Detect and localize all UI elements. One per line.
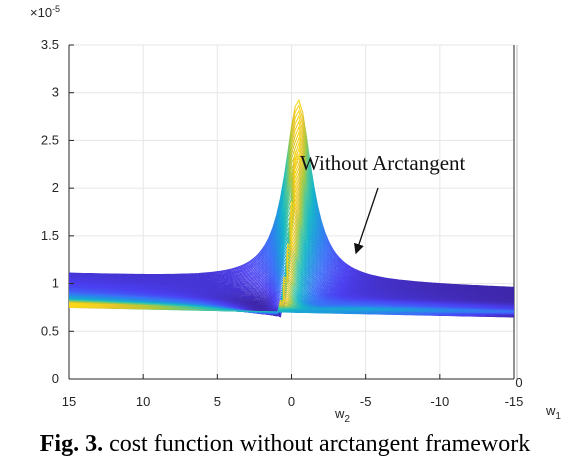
y-tick-label: 3.5 bbox=[41, 37, 59, 52]
x-tick-label: -15 bbox=[505, 394, 524, 409]
y-ticks: 0 0.5 1 1.5 2 2.5 3 3.5 bbox=[41, 37, 74, 386]
y-tick-label: 0.5 bbox=[41, 323, 59, 338]
x-tick-label: -5 bbox=[360, 394, 372, 409]
exponent-power: -5 bbox=[52, 4, 60, 14]
caption-label: Fig. 3. bbox=[39, 431, 104, 457]
figure-caption: Fig. 3. cost function without arctangent… bbox=[0, 431, 570, 458]
y-tick-label: 2.5 bbox=[41, 132, 59, 147]
y-tick-label: 0 bbox=[52, 371, 59, 386]
surface bbox=[68, 98, 515, 318]
x-tick-label: 0 bbox=[288, 394, 295, 409]
surface-mesh-line bbox=[68, 306, 515, 318]
x-ticks: 15 10 5 0 -5 -10 -15 0 bbox=[62, 374, 524, 409]
x-tick-label: -10 bbox=[430, 394, 449, 409]
y-tick-label: 3 bbox=[52, 85, 59, 100]
annotation-text: Without Arctangent bbox=[300, 151, 466, 175]
exponent-label: ×10-5 bbox=[30, 4, 60, 20]
y-tick-label: 2 bbox=[52, 180, 59, 195]
x-axis-label-sub: 2 bbox=[344, 414, 350, 425]
x-tick-label: 5 bbox=[214, 394, 221, 409]
x-axis-label: w2 bbox=[334, 406, 350, 425]
depth-axis-label-sub: 1 bbox=[555, 411, 561, 422]
y-tick-label: 1 bbox=[52, 276, 59, 291]
x-tick-label: 10 bbox=[136, 394, 150, 409]
w1-tick-label: 0 bbox=[515, 375, 522, 390]
annotation-arrow bbox=[353, 187, 379, 255]
y-tick-label: 1.5 bbox=[41, 228, 59, 243]
caption-text: cost function without arctangent framewo… bbox=[103, 431, 531, 457]
x-tick-label: 15 bbox=[62, 394, 76, 409]
depth-axis-label: w1 bbox=[545, 403, 561, 422]
